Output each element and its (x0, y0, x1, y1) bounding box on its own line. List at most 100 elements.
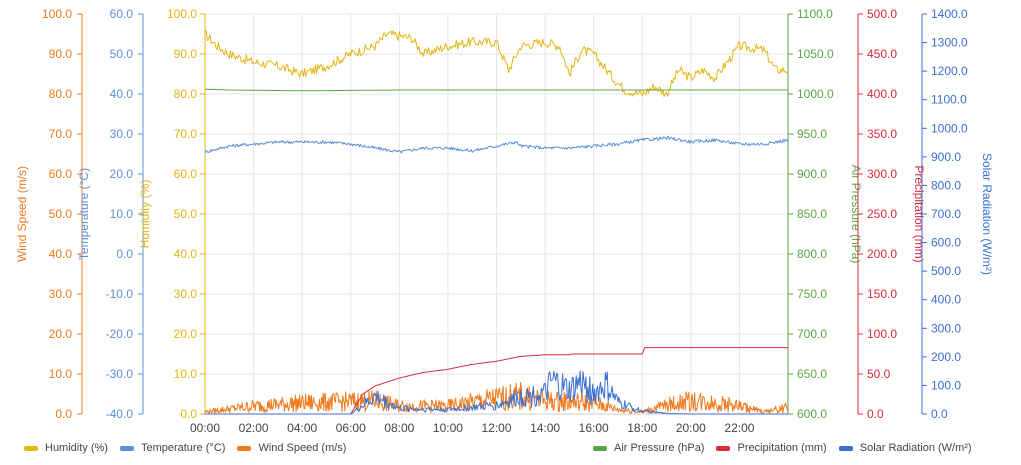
solar-tick-label: 1100.0 (931, 93, 967, 107)
legend-item[interactable]: Solar Radiation (W/m²) (838, 442, 972, 454)
temp-tick-label: -30.0 (106, 367, 134, 381)
x-tick-label: 20:00 (676, 421, 706, 435)
pressure-tick-label: 950.0 (797, 127, 827, 141)
wind-tick-label: 50.0 (49, 207, 73, 221)
pressure-tick-label: 600.0 (797, 407, 827, 421)
precip-tick-label: 250.0 (867, 207, 897, 221)
wind-axis-title: Wind Speed (m/s) (15, 166, 29, 262)
humidity-tick-label: 0.0 (180, 407, 197, 421)
humidity-tick-label: 100.0 (167, 7, 197, 21)
pressure-tick-label: 900.0 (797, 167, 827, 181)
humidity-tick-label: 90.0 (174, 47, 198, 61)
solar-tick-label: 200.0 (931, 350, 961, 364)
legend-item[interactable]: Humidity (%) (24, 442, 108, 454)
temp-tick-label: 10.0 (110, 207, 134, 221)
precip-tick-label: 200.0 (867, 247, 897, 261)
precip-tick-label: 150.0 (867, 287, 897, 301)
pressure-tick-label: 1100.0 (797, 7, 833, 21)
wind-tick-label: 80.0 (49, 87, 73, 101)
temp-tick-label: 30.0 (110, 127, 134, 141)
precip-tick-label: 400.0 (867, 87, 897, 101)
humidity-tick-label: 20.0 (174, 327, 198, 341)
solar-tick-label: 900.0 (931, 150, 961, 164)
series-line-temp (204, 136, 789, 154)
legend-swatch (838, 445, 853, 451)
chart-canvas: 00:00 02:00 04:00 06:00 08:00 10:00 12:00 14:00… (15, 7, 994, 435)
legend-item[interactable]: Wind Speed (m/s) (237, 442, 346, 454)
pressure-tick-label: 750.0 (797, 287, 827, 301)
temp-tick-label: 40.0 (110, 87, 134, 101)
x-tick-label: 04:00 (287, 421, 317, 435)
legend-left: Humidity (%) Temperature (°C) Wind Speed (… (24, 440, 358, 456)
humidity-tick-label: 40.0 (174, 247, 198, 261)
humidity-tick-label: 30.0 (174, 287, 198, 301)
x-tick-label: 00:00 (190, 421, 220, 435)
x-tick-label: 10:00 (433, 421, 463, 435)
legend-label: Solar Radiation (W/m²) (859, 442, 972, 454)
solar-tick-label: 700.0 (931, 207, 961, 221)
solar-tick-label: 300.0 (931, 321, 961, 335)
temp-axis-title: Temperature (°C) (77, 168, 91, 260)
legend-label: Temperature (°C) (140, 442, 226, 454)
precip-tick-label: 50.0 (867, 367, 891, 381)
temp-tick-label: 20.0 (110, 167, 134, 181)
temp-tick-label: -40.0 (106, 407, 134, 421)
solar-tick-label: 1000.0 (931, 121, 968, 135)
solar-tick-label: 800.0 (931, 178, 961, 192)
precip-tick-label: 500.0 (867, 7, 897, 21)
humidity-tick-label: 10.0 (174, 367, 198, 381)
wind-tick-label: 70.0 (49, 127, 73, 141)
solar-tick-label: 600.0 (931, 236, 961, 250)
precip-tick-label: 300.0 (867, 167, 897, 181)
series-line-solar (205, 370, 788, 415)
x-tick-label: 06:00 (336, 421, 366, 435)
temp-tick-label: 60.0 (110, 7, 134, 21)
humidity-tick-label: 50.0 (174, 207, 198, 221)
humidity-tick-label: 70.0 (174, 127, 198, 141)
legend-swatch (716, 445, 731, 451)
legend-right: Air Pressure (hPa) Precipitation (mm) Sola… (593, 440, 984, 456)
temp-tick-label: 50.0 (110, 47, 134, 61)
wind-tick-label: 90.0 (49, 47, 73, 61)
x-tick-label: 08:00 (384, 421, 414, 435)
series-line-pressure (204, 88, 788, 92)
wind-tick-label: 40.0 (49, 247, 73, 261)
wind-tick-label: 20.0 (49, 327, 73, 341)
pressure-tick-label: 650.0 (797, 367, 827, 381)
legend-label: Air Pressure (hPa) (614, 442, 705, 454)
solar-tick-label: 0.0 (931, 407, 948, 421)
temp-tick-label: 0.0 (116, 247, 133, 261)
legend-label: Humidity (%) (45, 442, 108, 454)
pressure-axis-title: Air Pressure (hPa) (849, 165, 863, 264)
legend-label: Precipitation (mm) (737, 442, 827, 454)
precip-tick-label: 0.0 (867, 407, 884, 421)
wind-tick-label: 0.0 (55, 407, 72, 421)
pressure-tick-label: 1000.0 (797, 87, 834, 101)
solar-axis-title: Solar Radiation (W/m²) (980, 153, 994, 275)
legend-swatch (237, 445, 252, 451)
solar-tick-label: 1300.0 (931, 36, 968, 50)
series-line-wind (204, 382, 789, 414)
x-tick-label: 12:00 (481, 421, 511, 435)
wind-tick-label: 100.0 (42, 7, 72, 21)
wind-tick-label: 60.0 (49, 167, 73, 181)
pressure-tick-label: 700.0 (797, 327, 827, 341)
solar-tick-label: 400.0 (931, 293, 961, 307)
legend-item[interactable]: Temperature (°C) (119, 442, 226, 454)
solar-tick-label: 1400.0 (931, 7, 968, 21)
solar-tick-label: 1200.0 (931, 64, 968, 78)
humidity-axis-title: Humidity (%) (138, 180, 152, 249)
wind-tick-label: 10.0 (49, 367, 73, 381)
legend-swatch (119, 445, 134, 451)
solar-tick-label: 100.0 (931, 378, 961, 392)
humidity-tick-label: 60.0 (174, 167, 198, 181)
legend-swatch (593, 445, 607, 451)
pressure-tick-label: 850.0 (797, 207, 827, 221)
legend-item[interactable]: Precipitation (mm) (716, 442, 827, 454)
pressure-tick-label: 1050.0 (797, 47, 834, 61)
series-line-humidity (204, 29, 789, 98)
legend-swatch (24, 445, 38, 451)
humidity-tick-label: 80.0 (174, 87, 198, 101)
legend-item[interactable]: Air Pressure (hPa) (593, 442, 704, 454)
